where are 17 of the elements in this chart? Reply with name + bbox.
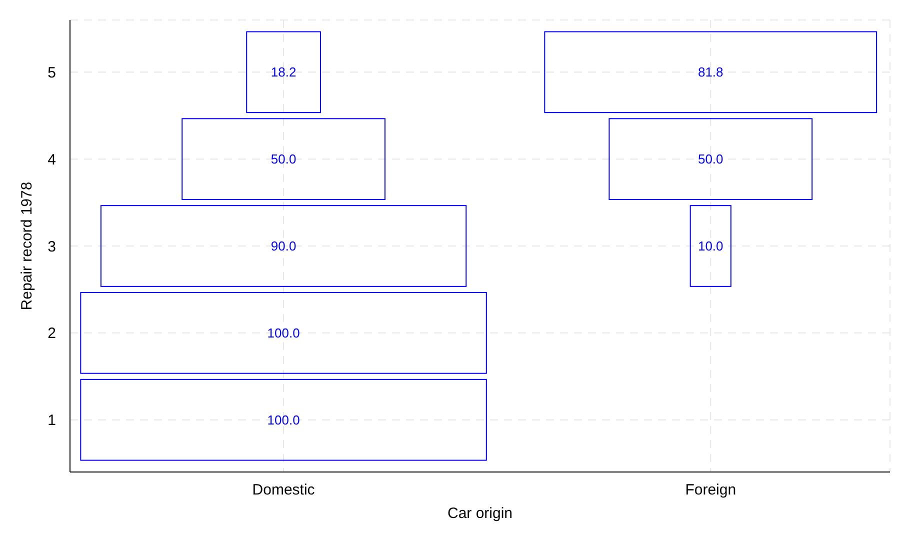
- x-tick-label: Domestic: [252, 482, 316, 499]
- data-label: 18.2: [270, 64, 296, 80]
- data-label: 50.0: [270, 152, 296, 167]
- x-axis-title: Car origin: [447, 505, 513, 522]
- y-tick-label: 4: [48, 151, 56, 168]
- data-label: 100.0: [267, 325, 300, 340]
- data-label: 10.0: [698, 238, 724, 254]
- y-tick-label: 2: [48, 325, 56, 342]
- y-tick-label: 1: [48, 412, 56, 430]
- data-label: 90.0: [270, 238, 296, 254]
- data-label: 50.0: [698, 152, 724, 167]
- y-axis-title: Repair record 1978: [18, 182, 36, 310]
- x-tick-label: Foreign: [685, 482, 736, 499]
- y-tick-label: 5: [48, 64, 56, 82]
- y-tick-label: 3: [48, 238, 56, 256]
- data-label: 81.8: [698, 64, 724, 80]
- data-label: 100.0: [267, 412, 300, 428]
